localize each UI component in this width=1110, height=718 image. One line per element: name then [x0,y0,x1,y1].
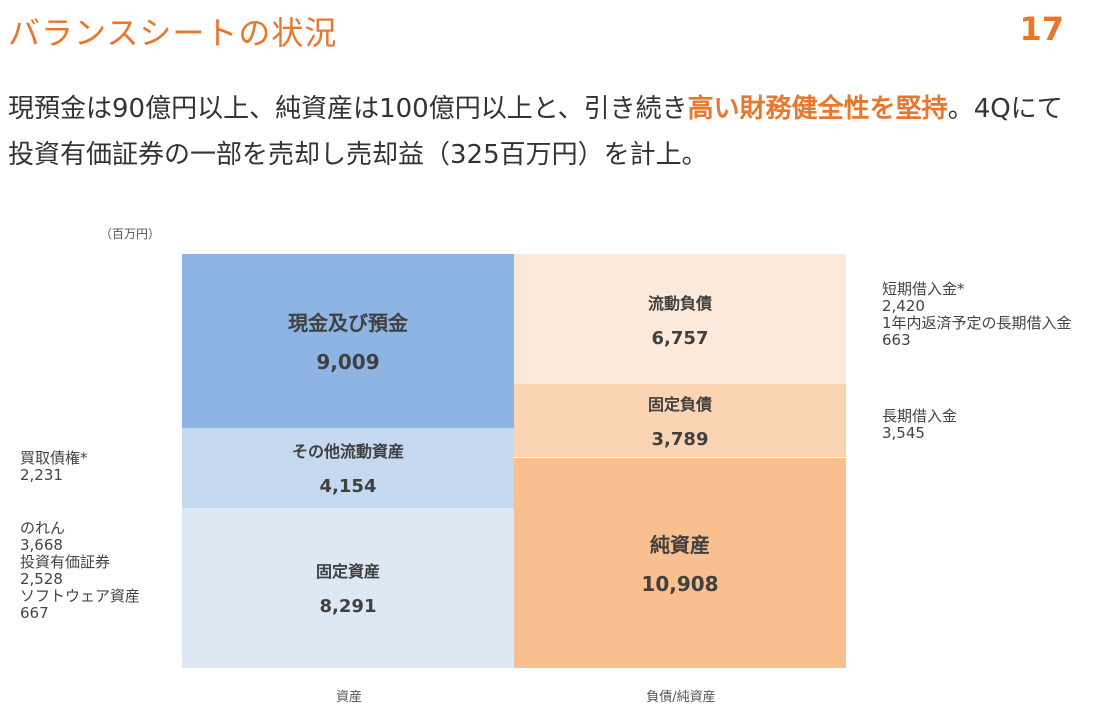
fixed-assets-detail-line: ソフトウェア資産 [20,587,141,605]
lead-part-1: 現預金は90億円以上、純資産は100億円以上と、引き続き [8,94,688,124]
annotation-fixed-assets-breakdown: のれん 3,668 投資有価証券 2,528 ソフトウェア資産 667 [20,520,140,622]
x-label-liabilities-equity: 負債/純資産 [646,690,716,705]
cash-and-deposits-segment-value: 9,009 [316,350,380,375]
current-liabilities-detail-line: 1年内返済予定の長期借入金 [882,314,1072,332]
annotation-long-term-borrowings: 長期借入金 3,545 [882,408,957,442]
other-current-assets-segment: その他流動資産 4,154 [182,427,514,508]
page-title: バランスシートの状況 [8,14,338,52]
receivables-line: 2,231 [20,466,63,484]
x-label-assets: 資産 [335,690,362,705]
net-assets-segment-label: 純資産 [650,533,710,558]
current-liabilities-segment-value: 6,757 [651,327,709,349]
current-liabilities-detail-line: 663 [882,331,911,349]
lead-text: 現預金は90億円以上、純資産は100億円以上と、引き続き高い財務健全性を堅持。4… [8,86,1078,178]
cash-and-deposits-segment: 現金及び預金 9,009 [182,254,514,428]
other-current-assets-segment-value: 4,154 [319,476,377,498]
lead-highlight: 高い財務健全性を堅持 [687,94,948,124]
fixed-liabilities-segment-label: 固定負債 [647,395,712,415]
annotation-receivables: 買取債権* 2,231 [20,450,88,484]
lead-part-2: 。4Qにて投資有価証券の一部を売却し売却益（325百万円）を計上。 [8,94,1063,170]
net-assets-segment: 純資産 10,908 [514,457,846,668]
fixed-liabilities-segment-value: 3,789 [651,429,709,451]
current-liabilities-segment-label: 流動負債 [647,293,712,313]
fixed-liabilities-segment: 固定負債 3,789 [514,384,846,458]
long-term-borrowings-line: 3,545 [882,424,925,442]
long-term-borrowings-line: 長期借入金 [882,407,958,425]
current-liabilities-detail-line: 2,420 [882,297,925,315]
other-current-assets-segment-label: その他流動資産 [291,442,404,462]
current-liabilities-segment: 流動負債 6,757 [514,254,846,385]
current-liabilities-detail-line: 短期借入金* [882,280,965,298]
fixed-assets-segment-value: 8,291 [319,596,377,618]
fixed-assets-detail-line: 667 [20,604,49,622]
page-number: 17 [1019,10,1064,48]
fixed-assets-detail-line: 2,528 [20,570,63,588]
fixed-assets-detail-line: 3,668 [20,536,63,554]
fixed-assets-segment: 固定資産 8,291 [182,508,514,668]
net-assets-segment-value: 10,908 [641,572,719,597]
fixed-assets-detail-line: 投資有価証券 [20,553,111,571]
fixed-assets-detail-line: のれん [20,519,66,537]
annotation-current-liabilities-breakdown: 短期借入金* 2,420 1年内返済予定の長期借入金 663 [882,281,1072,349]
receivables-line: 買取債権* [20,449,88,467]
fixed-assets-segment-label: 固定資産 [315,562,380,582]
cash-and-deposits-segment-label: 現金及び預金 [288,311,408,336]
unit-label: （百万円） [100,227,161,241]
